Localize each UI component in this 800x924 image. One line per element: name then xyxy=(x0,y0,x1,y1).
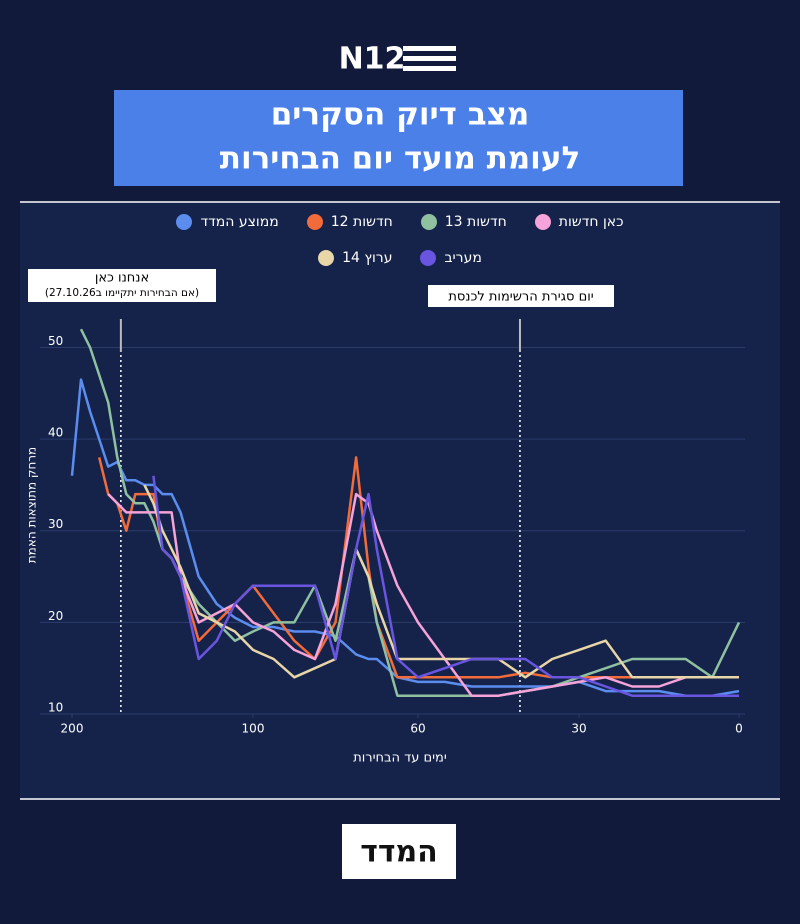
legend-label: חדשות 12 xyxy=(330,214,393,230)
logo-bar xyxy=(403,46,456,51)
legend-swatch xyxy=(534,214,551,230)
legend-item[interactable]: ערוץ 14 xyxy=(318,250,392,266)
legend-item[interactable]: ממוצע המדד xyxy=(176,214,279,230)
legend-item[interactable]: כאן חדשות xyxy=(534,214,624,230)
legend-swatch xyxy=(176,214,193,230)
series-line xyxy=(143,484,739,679)
x-tick-label: 200 xyxy=(61,722,84,736)
logo-bar xyxy=(403,66,456,71)
title-box xyxy=(114,90,683,186)
title: לעומת מועד יום הבחירות xyxy=(220,141,580,177)
legend-label: ממוצע המדד xyxy=(200,214,279,230)
legend-label: חדשות 13 xyxy=(444,214,507,230)
x-tick-label: 30 xyxy=(571,722,586,736)
annotation-subtext: (אם הבחירות יתקיימו ב27.10.26) xyxy=(45,287,199,299)
y-tick-label: 50 xyxy=(48,334,63,348)
x-tick-label: 60 xyxy=(410,722,425,736)
series-line xyxy=(152,475,739,697)
series-line xyxy=(97,456,739,679)
y-tick-label: 40 xyxy=(48,426,63,440)
y-axis-title: מרחק מתוצאות האמת xyxy=(25,447,39,563)
logo-bar xyxy=(403,56,456,61)
legend-item[interactable]: חדשות 13 xyxy=(420,214,507,230)
annotation-text: אנחנו כאן xyxy=(95,271,149,286)
annotation-box xyxy=(428,285,614,307)
y-tick-label: 20 xyxy=(48,609,63,623)
annotation-box xyxy=(28,269,216,302)
logo: N12 xyxy=(339,42,406,77)
legend-label: ערוץ 14 xyxy=(342,250,393,266)
legend-swatch xyxy=(318,250,335,266)
legend-item[interactable]: חדשות 12 xyxy=(306,214,393,230)
legend-item[interactable]: מעריב xyxy=(420,250,482,266)
legend-label: מעריב xyxy=(444,250,482,266)
legend: ממוצע המדד חדשות 12 חדשות 13 כאן חדשות ערוץ … xyxy=(150,214,650,266)
legend-label: כאן חדשות xyxy=(558,214,624,230)
y-tick-label: 10 xyxy=(48,701,63,715)
x-tick-label: 0 xyxy=(735,722,743,736)
y-tick-label: 30 xyxy=(48,517,63,531)
footer-logo: המדד xyxy=(360,835,438,870)
x-axis-title: ימים עד הבחירות xyxy=(353,751,447,766)
title: מצב דיוק הסקרים xyxy=(271,97,530,133)
legend-swatch xyxy=(420,214,437,230)
footer-logo-box xyxy=(342,824,456,879)
annotation-text: יום סגירת הרשימות לכנסת xyxy=(448,290,593,305)
x-tick-label: 100 xyxy=(242,722,265,736)
legend-swatch xyxy=(420,250,437,266)
legend-swatch xyxy=(306,214,323,230)
